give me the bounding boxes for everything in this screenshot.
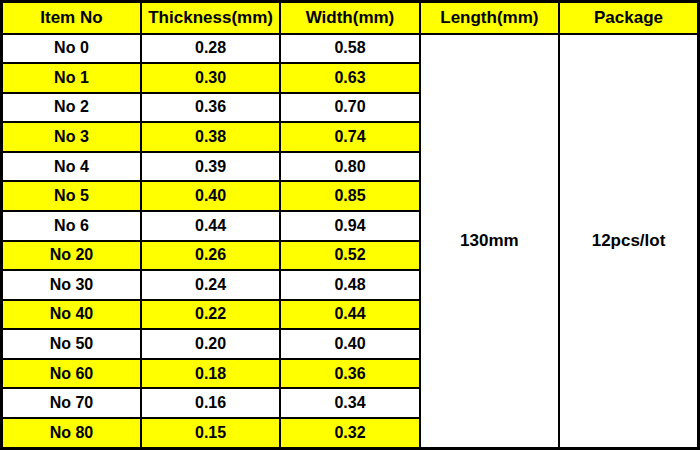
cell-width: 0.32 [280, 418, 419, 448]
cell-item-no: No 80 [2, 418, 141, 448]
cell-width: 0.44 [280, 300, 419, 330]
header-length: Length(mm) [420, 2, 559, 34]
table-header: Item No Thickness(mm) Width(mm) Length(m… [2, 2, 699, 34]
cell-width: 0.48 [280, 270, 419, 300]
cell-width: 0.58 [280, 34, 419, 64]
cell-thickness: 0.38 [141, 122, 280, 152]
cell-item-no: No 50 [2, 329, 141, 359]
cell-thickness: 0.26 [141, 241, 280, 271]
cell-item-no: No 20 [2, 241, 141, 271]
cell-width: 0.85 [280, 181, 419, 211]
cell-thickness: 0.15 [141, 418, 280, 448]
cell-thickness: 0.18 [141, 359, 280, 389]
table-body: No 00.280.58130mm12pcs/lotNo 10.300.63No… [2, 34, 699, 449]
merged-cell-length: 130mm [420, 34, 559, 449]
cell-thickness: 0.28 [141, 34, 280, 64]
cell-item-no: No 30 [2, 270, 141, 300]
cell-width: 0.94 [280, 211, 419, 241]
cell-width: 0.63 [280, 63, 419, 93]
cell-width: 0.40 [280, 329, 419, 359]
cell-width: 0.34 [280, 388, 419, 418]
cell-thickness: 0.22 [141, 300, 280, 330]
product-spec-table: Item No Thickness(mm) Width(mm) Length(m… [0, 0, 700, 450]
cell-item-no: No 1 [2, 63, 141, 93]
cell-item-no: No 0 [2, 34, 141, 64]
header-thickness: Thickness(mm) [141, 2, 280, 34]
cell-item-no: No 6 [2, 211, 141, 241]
cell-item-no: No 60 [2, 359, 141, 389]
product-spec-table-container: Item No Thickness(mm) Width(mm) Length(m… [0, 0, 700, 450]
cell-thickness: 0.30 [141, 63, 280, 93]
cell-width: 0.52 [280, 241, 419, 271]
cell-item-no: No 40 [2, 300, 141, 330]
cell-item-no: No 2 [2, 93, 141, 123]
table-row: No 00.280.58130mm12pcs/lot [2, 34, 699, 64]
cell-thickness: 0.39 [141, 152, 280, 182]
cell-thickness: 0.40 [141, 181, 280, 211]
table-header-row: Item No Thickness(mm) Width(mm) Length(m… [2, 2, 699, 34]
merged-cell-package: 12pcs/lot [559, 34, 698, 449]
cell-width: 0.36 [280, 359, 419, 389]
cell-width: 0.70 [280, 93, 419, 123]
header-package: Package [559, 2, 698, 34]
cell-item-no: No 4 [2, 152, 141, 182]
cell-item-no: No 3 [2, 122, 141, 152]
header-item-no: Item No [2, 2, 141, 34]
cell-thickness: 0.44 [141, 211, 280, 241]
cell-thickness: 0.36 [141, 93, 280, 123]
cell-width: 0.80 [280, 152, 419, 182]
cell-thickness: 0.20 [141, 329, 280, 359]
header-width: Width(mm) [280, 2, 419, 34]
cell-thickness: 0.16 [141, 388, 280, 418]
cell-item-no: No 70 [2, 388, 141, 418]
cell-thickness: 0.24 [141, 270, 280, 300]
cell-width: 0.74 [280, 122, 419, 152]
cell-item-no: No 5 [2, 181, 141, 211]
